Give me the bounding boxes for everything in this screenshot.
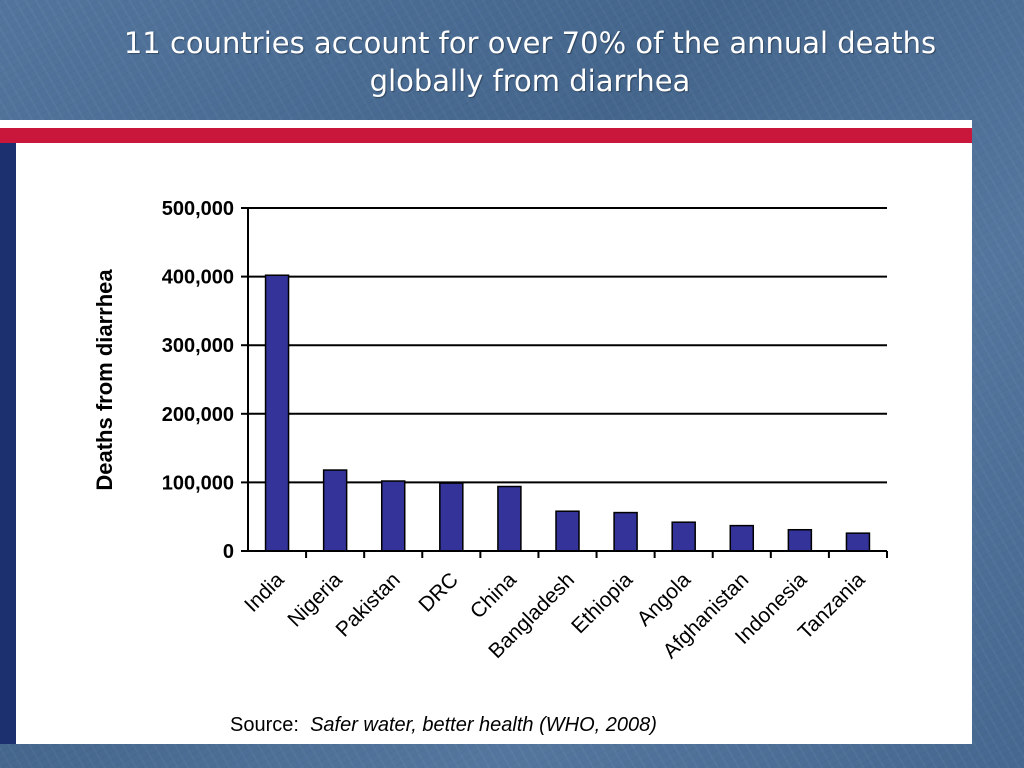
y-tick-label: 100,000 [162,472,234,494]
bars [264,274,871,552]
bar-tanzania [845,532,871,552]
y-tick-label: 200,000 [162,404,234,426]
x-tick-label-ethiopia: Ethiopia [567,568,637,638]
slide-title-line-1: 11 countries account for over 70% of the… [123,26,937,60]
bar-ethiopia [613,511,638,552]
header-divider-white [0,120,972,128]
x-tick-label-drc: DRC [414,568,462,616]
bar-nigeria [322,469,348,552]
y-tick-label: 0 [223,541,234,563]
left-accent-bar [0,143,16,744]
bar-india [264,274,290,552]
gridlines [248,207,887,484]
bar-angola [671,521,696,552]
bar-china [497,485,522,552]
header-divider-red [0,128,972,143]
bar-pakistan [380,480,406,552]
slide-title: 11 countries account for over 70% of the… [70,24,990,100]
x-tick-label-pakistan: Pakistan [332,568,405,641]
y-axis-label: Deaths from diarrhea [92,269,117,491]
slide-title-line-2: globally from diarrhea [369,64,691,98]
y-tick-label: 500,000 [162,198,234,220]
source-label: Source: [230,714,299,736]
bar-afghanistan [729,524,755,552]
source-reference: Safer water, better health (WHO, 2008) [310,714,657,736]
source-citation: Source: Safer water, better health (WHO,… [230,714,657,737]
y-tick-labels: 0 100,000 200,000 300,000 400,000 500,000 [162,198,234,563]
chart-panel [16,143,972,744]
y-tick-label: 300,000 [162,335,234,357]
y-tick-label: 400,000 [162,267,234,289]
axes [241,207,888,558]
x-tick-label-india: India [240,568,289,617]
bar-drc [439,482,464,552]
bar-indonesia [787,528,813,552]
x-tick-label-china: China [466,568,521,623]
bar-bangladesh [555,510,580,552]
